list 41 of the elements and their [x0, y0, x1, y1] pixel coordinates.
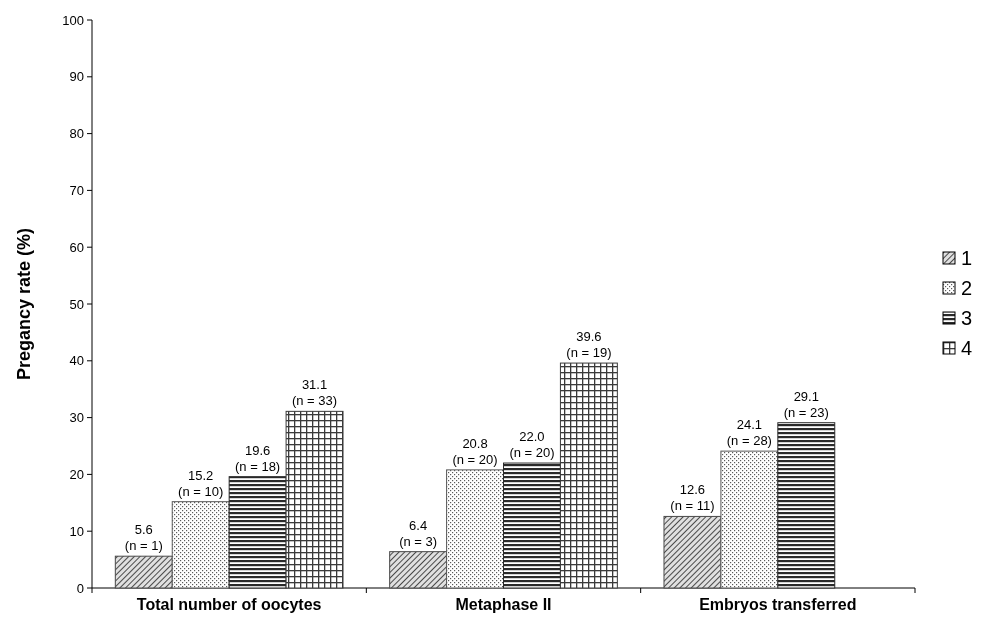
- y-tick-label: 90: [69, 69, 84, 85]
- data-label: 31.1 (n = 33): [291, 377, 338, 409]
- data-label: 29.1 (n = 23): [783, 388, 829, 420]
- data-label: 12.6 (n = 11): [670, 482, 715, 514]
- data-label: 5.6 (n = 1): [124, 522, 163, 554]
- data-label: 15.2 (n = 10): [178, 467, 224, 499]
- y-tick-label: 80: [69, 126, 84, 142]
- y-tick-label: 50: [69, 296, 84, 312]
- bar: [228, 476, 287, 589]
- y-tick-label: 70: [69, 182, 84, 198]
- legend-label: 1: [961, 247, 973, 269]
- bar: [389, 551, 448, 589]
- legend-label: 2: [961, 277, 973, 299]
- bar: [559, 362, 618, 589]
- data-label: 20.8 (n = 20): [452, 435, 498, 467]
- x-tick-label: Total number of oocytes: [136, 596, 322, 613]
- data-label: 22.0 (n = 20): [509, 429, 555, 461]
- bar: [446, 469, 504, 589]
- legend-label: 4: [961, 337, 973, 359]
- y-tick-label: 60: [69, 239, 84, 255]
- bar: [114, 555, 173, 589]
- y-tick-label: 0: [76, 580, 84, 596]
- y-tick-label: 20: [69, 466, 84, 482]
- bar: [720, 450, 779, 589]
- x-tick-label: Metaphase II: [455, 596, 552, 613]
- legend-label: 3: [961, 307, 973, 329]
- x-tick-label: Embryos transferred: [699, 596, 857, 613]
- y-axis-title: Pregancy rate (%): [14, 227, 34, 381]
- data-label: 6.4 (n = 3): [399, 517, 438, 549]
- bar: [171, 501, 230, 589]
- y-tick-label: 100: [62, 12, 84, 28]
- bar: [285, 410, 344, 589]
- data-label: 19.6 (n = 18): [235, 442, 281, 474]
- data-label: 39.6 (n = 19): [566, 329, 612, 361]
- y-tick-label: 40: [69, 353, 84, 369]
- y-tick-label: 30: [69, 410, 84, 426]
- data-label: 24.1 (n = 28): [726, 417, 772, 449]
- bar: [663, 515, 722, 589]
- bar: [503, 462, 561, 589]
- bar: [777, 422, 836, 589]
- y-tick-label: 10: [69, 523, 84, 539]
